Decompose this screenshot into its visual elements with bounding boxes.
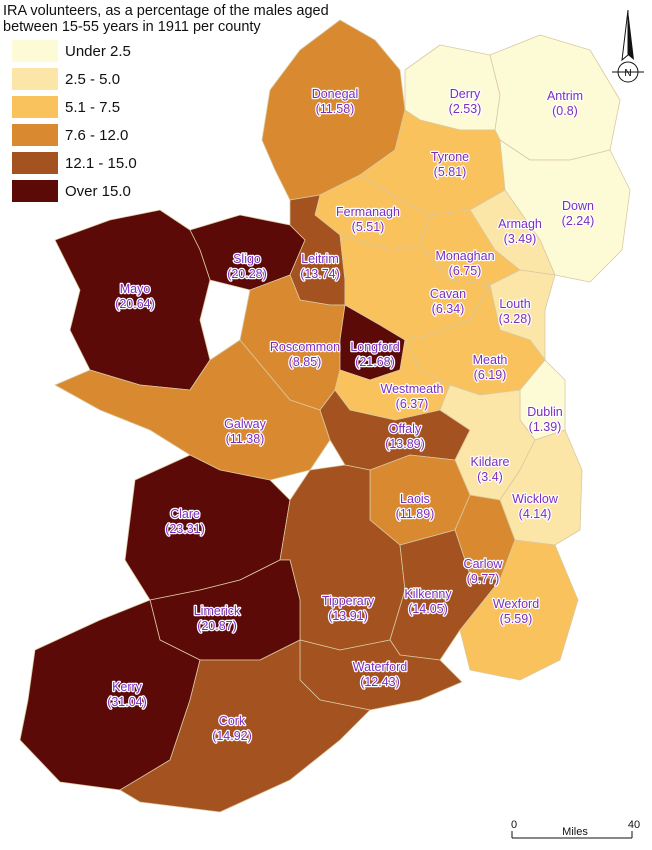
arrow-half: [621, 9, 629, 62]
county-name: Armagh: [498, 217, 542, 231]
county-name: Tyrone: [431, 150, 469, 164]
scale-bar: 0 Miles 40: [511, 819, 640, 839]
county-name: Offaly: [389, 422, 422, 436]
county-name: Antrim: [547, 89, 583, 103]
county-name: Mayo: [120, 282, 151, 296]
county-name: Waterford: [353, 660, 407, 674]
scale-end: 40: [628, 819, 640, 831]
counties: [19, 19, 631, 813]
county-name: Kildare: [471, 455, 510, 469]
county-labels: Donegal(11.58) Derry(2.53) Antrim(0.8) Tyro…: [106, 86, 596, 744]
county-value: (3.49): [504, 232, 537, 246]
county-value: (3.4): [477, 470, 503, 484]
county-name: Monaghan: [435, 249, 494, 263]
county-name: Wexford: [493, 597, 539, 611]
county-name: Meath: [473, 353, 508, 367]
county-name: Leitrim: [301, 252, 339, 266]
county-value: (3.28): [499, 312, 532, 326]
county-value: (13.91): [328, 609, 368, 623]
county-value: (14.92): [212, 729, 252, 743]
county-value: (20.28): [227, 267, 267, 281]
county-value: (2.53): [449, 102, 482, 116]
legend-label: 12.1 - 15.0: [65, 155, 137, 172]
legend-swatch: [12, 68, 58, 90]
legend-swatch: [12, 152, 58, 174]
county-name: Sligo: [233, 252, 261, 266]
county-value: (20.87): [197, 619, 237, 633]
county-value: (6.34): [432, 302, 465, 316]
county-value: (9.77): [467, 572, 500, 586]
county-name: Galway: [224, 417, 266, 431]
county-name: Carlow: [464, 557, 504, 571]
county-value: (5.51): [352, 220, 385, 234]
county-name: Derry: [450, 87, 481, 101]
county-value: (13.74): [300, 267, 340, 281]
county-name: Wicklow: [512, 492, 559, 506]
county-name: Clare: [170, 507, 200, 521]
county-value: (20.64): [115, 297, 155, 311]
county-value: (6.75): [449, 264, 482, 278]
legend-swatch: [12, 180, 58, 202]
legend-label: Under 2.5: [65, 43, 131, 60]
legend-swatch: [12, 96, 58, 118]
county-name: Down: [562, 199, 594, 213]
county-value: (12.43): [360, 675, 400, 689]
county-name: Cavan: [430, 287, 466, 301]
county-name: Donegal: [312, 87, 359, 101]
county-value: (31.04): [107, 695, 147, 709]
county-area: [389, 529, 501, 661]
county-value: (0.8): [552, 104, 578, 118]
legend-label: 2.5 - 5.0: [65, 71, 120, 88]
county-area: [54, 209, 211, 391]
county-name: Dublin: [527, 405, 562, 419]
county-value: (14.05): [408, 602, 448, 616]
legend-label: Over 15.0: [65, 183, 131, 200]
county-value: (5.59): [500, 612, 533, 626]
north-label: N: [624, 68, 631, 79]
county-value: (13.89): [385, 437, 425, 451]
county-value: (5.81): [434, 165, 467, 179]
scale-unit: Miles: [562, 826, 588, 838]
county-name: Kerry: [112, 680, 143, 694]
county-value: (11.58): [316, 102, 355, 116]
county-name: Kilkenny: [404, 587, 452, 601]
county-value: (11.38): [226, 432, 265, 446]
county-area: [499, 139, 631, 283]
legend-swatch: [12, 124, 58, 146]
legend-label: 5.1 - 7.5: [65, 99, 120, 116]
county-value: (23.31): [165, 522, 205, 536]
arrow-half: [628, 10, 634, 60]
county-area: [119, 639, 371, 813]
legend-label: 7.6 - 12.0: [65, 127, 128, 144]
county-name: Roscommon: [270, 340, 340, 354]
county-value: (21.68): [355, 355, 395, 369]
county-name: Westmeath: [381, 382, 444, 396]
title-line: IRA volunteers, as a percentage of the m…: [3, 3, 329, 19]
county-name: Longford: [350, 340, 399, 354]
county-value: (6.19): [474, 368, 507, 382]
county-value: (1.39): [529, 420, 562, 434]
north-arrow: N: [612, 9, 644, 83]
legend-swatch: [12, 40, 58, 62]
title-line: between 15-55 years in 1911 per county: [3, 19, 261, 35]
county-value: (6.37): [396, 397, 429, 411]
county-name: Tipperary: [322, 594, 375, 608]
county-name: Cork: [219, 714, 246, 728]
scale-start: 0: [511, 819, 517, 831]
county-value: (4.14): [519, 507, 552, 521]
county-name: Louth: [499, 297, 530, 311]
legend: Under 2.5 2.5 - 5.0 5.1 - 7.5 7.6 - 12.0 12.…: [12, 40, 137, 202]
county-name: Limerick: [194, 604, 241, 618]
county-name: Fermanagh: [336, 205, 400, 219]
county-value: (2.24): [562, 214, 595, 228]
county-value: (11.89): [396, 507, 435, 521]
county-name: Laois: [400, 492, 430, 506]
county-value: (8.85): [289, 355, 322, 369]
